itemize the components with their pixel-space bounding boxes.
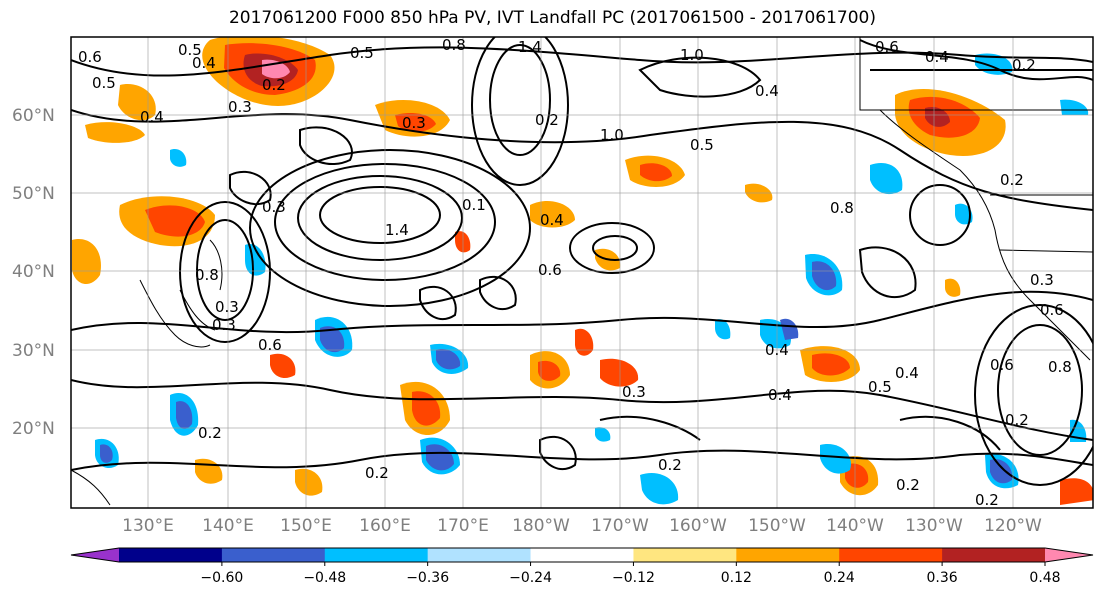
contour-labels: 0.5 0.4 0.2 0.5 0.8 1.4 1.0 0.6 0.4 0.2 … — [78, 36, 1072, 509]
contour-label: 0.4 — [768, 386, 792, 404]
contour-label: 0.2 — [896, 476, 920, 494]
lon-label: 130°E — [122, 516, 174, 536]
contour-label: 0.5 — [350, 44, 374, 62]
colorbar-segment — [427, 548, 532, 562]
contour-label: 0.2 — [365, 464, 389, 482]
colorbar-extend-low — [71, 548, 119, 562]
contour-label: 0.4 — [540, 211, 564, 229]
colorbar-tick-label: −0.60 — [200, 570, 243, 586]
lat-label: 30°N — [12, 341, 55, 361]
contour-label: 0.3 — [228, 98, 252, 116]
contour-label: 0.1 — [462, 196, 486, 214]
positive-anomaly-shading — [72, 37, 1093, 505]
contour-label: 1.4 — [385, 221, 409, 239]
colorbar-tick-label: −0.36 — [406, 570, 449, 586]
contour-label: 1.0 — [680, 46, 704, 64]
lon-label: 160°W — [669, 516, 727, 536]
lon-label: 140°E — [202, 516, 254, 536]
lon-label: 130°W — [905, 516, 963, 536]
lat-label: 60°N — [12, 106, 55, 126]
contour-label: 0.6 — [78, 48, 102, 66]
contour-label: 0.5 — [868, 378, 892, 396]
contour-label: 0.3 — [1030, 271, 1054, 289]
lon-label: 170°W — [591, 516, 649, 536]
lon-label: 120°W — [984, 516, 1042, 536]
negative-anomaly-shading — [95, 53, 1089, 505]
latitude-labels: 60°N 50°N 40°N 30°N 20°N — [12, 106, 55, 439]
colorbar-tick-label: −0.24 — [509, 570, 552, 586]
lat-label: 40°N — [12, 262, 55, 282]
contour-label: 0.8 — [442, 36, 466, 54]
contour-label: 0.8 — [830, 199, 854, 217]
contour-label: 0.8 — [195, 266, 219, 284]
contour-label: 0.2 — [262, 76, 286, 94]
colorbar-tick-label: 0.12 — [721, 570, 752, 586]
lat-label: 20°N — [12, 419, 55, 439]
colorbar-tick-label: −0.12 — [612, 570, 655, 586]
graticule — [71, 37, 1093, 508]
colorbar-segment — [324, 548, 429, 562]
map-content: 0.5 0.4 0.2 0.5 0.8 1.4 1.0 0.6 0.4 0.2 … — [71, 36, 1093, 509]
contour-label: 0.6 — [538, 261, 562, 279]
colorbar-segment — [942, 548, 1046, 562]
colorbar-segment — [530, 548, 634, 562]
contour-label: 0.3 — [212, 316, 236, 334]
contour-label: 0.6 — [1040, 301, 1064, 319]
contour-label: 0.2 — [535, 111, 559, 129]
colorbar-segment — [736, 548, 840, 562]
contour-label: 0.3 — [402, 114, 426, 132]
contour-label: 0.2 — [1012, 56, 1036, 74]
map-frame — [70, 36, 1094, 509]
lon-label: 180°W — [512, 516, 570, 536]
colorbar-tick-label: 0.48 — [1029, 570, 1060, 586]
contour-label: 0.8 — [1048, 358, 1072, 376]
longitude-labels: 130°E 140°E 150°E 160°E 170°E 180°W 170°… — [122, 516, 1042, 536]
contour-label: 0.5 — [178, 41, 202, 59]
contour-label: 0.3 — [262, 198, 286, 216]
contour-label: 1.4 — [518, 38, 542, 56]
colorbar-segment — [839, 548, 943, 562]
contour-label: 0.4 — [140, 108, 164, 126]
contour-label: 0.5 — [92, 74, 116, 92]
colorbar-extend-high — [1045, 548, 1093, 562]
contour-label: 0.6 — [990, 356, 1014, 374]
pv-contours — [71, 37, 1093, 486]
lon-label: 160°E — [359, 516, 411, 536]
lon-label: 150°E — [280, 516, 332, 536]
lon-label: 170°E — [437, 516, 489, 536]
lon-label: 150°W — [748, 516, 806, 536]
colorbar-tick-label: 0.36 — [927, 570, 958, 586]
contour-label: 0.2 — [1005, 411, 1029, 429]
lat-label: 50°N — [12, 184, 55, 204]
lon-label: 140°W — [826, 516, 884, 536]
colorbar-tick-label: −0.48 — [303, 570, 346, 586]
contour-label: 1.0 — [600, 126, 624, 144]
colorbar-segment — [633, 548, 737, 562]
colorbar-outline — [70, 547, 1094, 563]
contour-label: 0.6 — [875, 38, 899, 56]
contour-label: 0.2 — [198, 424, 222, 442]
coastlines — [71, 37, 1093, 506]
colorbar: −0.60 −0.48 −0.36 −0.24 −0.12 0.12 0.24 0.36 0.4… — [70, 547, 1094, 586]
contour-label: 0.2 — [975, 491, 999, 509]
colorbar-segment — [221, 548, 326, 562]
contour-label: 0.2 — [1000, 171, 1024, 189]
contour-label: 0.3 — [215, 298, 239, 316]
contour-label: 0.4 — [192, 54, 216, 72]
contour-label: 0.4 — [755, 82, 779, 100]
contour-label: 0.4 — [895, 364, 919, 382]
contour-label: 0.4 — [765, 341, 789, 359]
colorbar-segment — [119, 548, 223, 562]
map-title: 2017061200 F000 850 hPa PV, IVT Landfall… — [228, 8, 876, 28]
contour-label: 0.2 — [658, 456, 682, 474]
contour-label: 0.3 — [622, 383, 646, 401]
contour-label: 0.5 — [690, 136, 714, 154]
contour-label: 0.4 — [925, 48, 949, 66]
colorbar-tick-label: 0.24 — [824, 570, 855, 586]
contour-label: 0.6 — [258, 336, 282, 354]
